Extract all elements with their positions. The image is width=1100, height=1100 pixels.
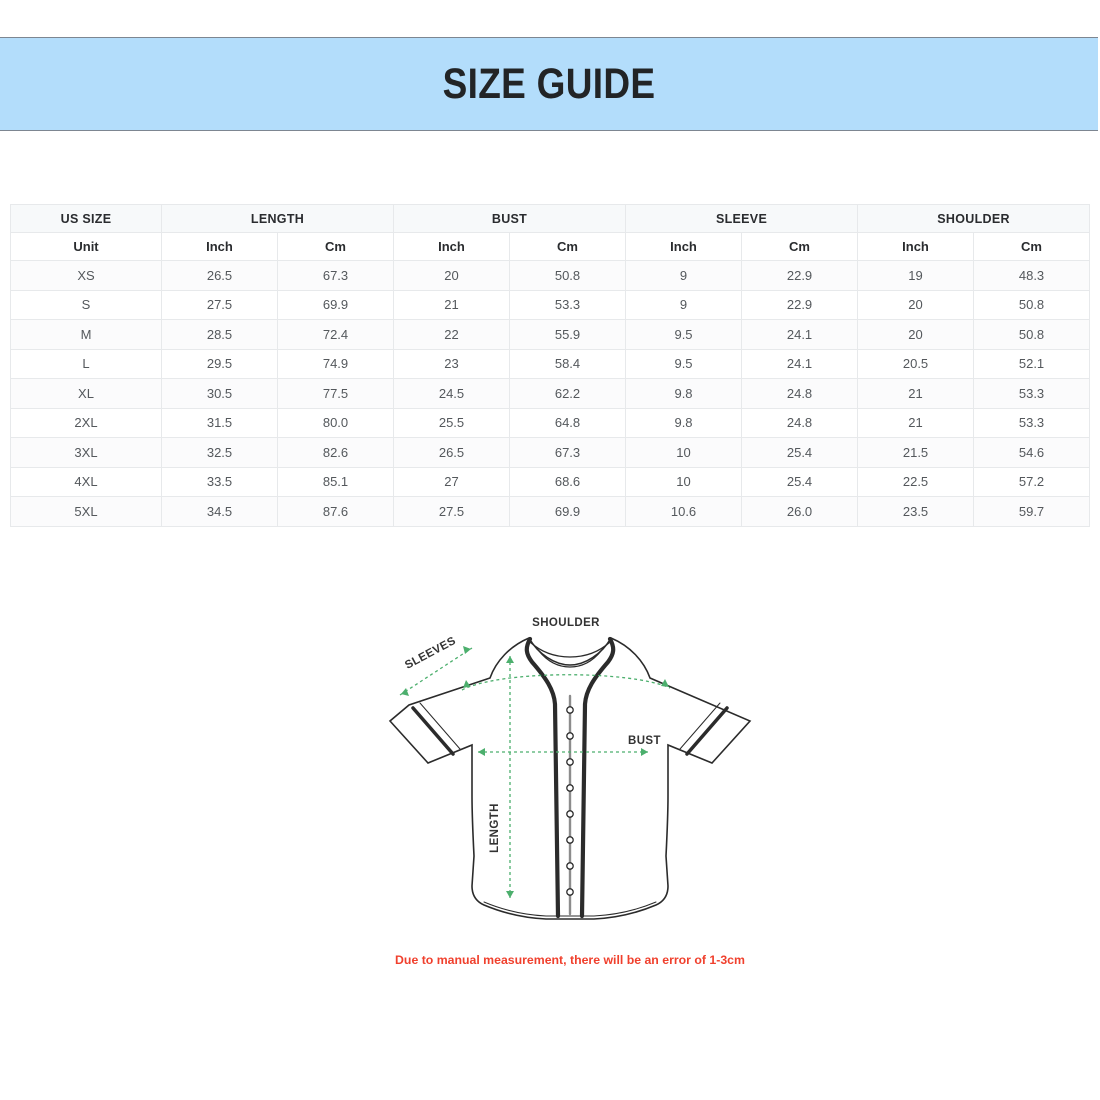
svg-text:SLEEVES: SLEEVES (403, 635, 458, 672)
svg-text:SHOULDER: SHOULDER (532, 617, 600, 629)
svg-text:BUST: BUST (628, 735, 661, 747)
svg-text:LENGTH: LENGTH (489, 803, 501, 853)
